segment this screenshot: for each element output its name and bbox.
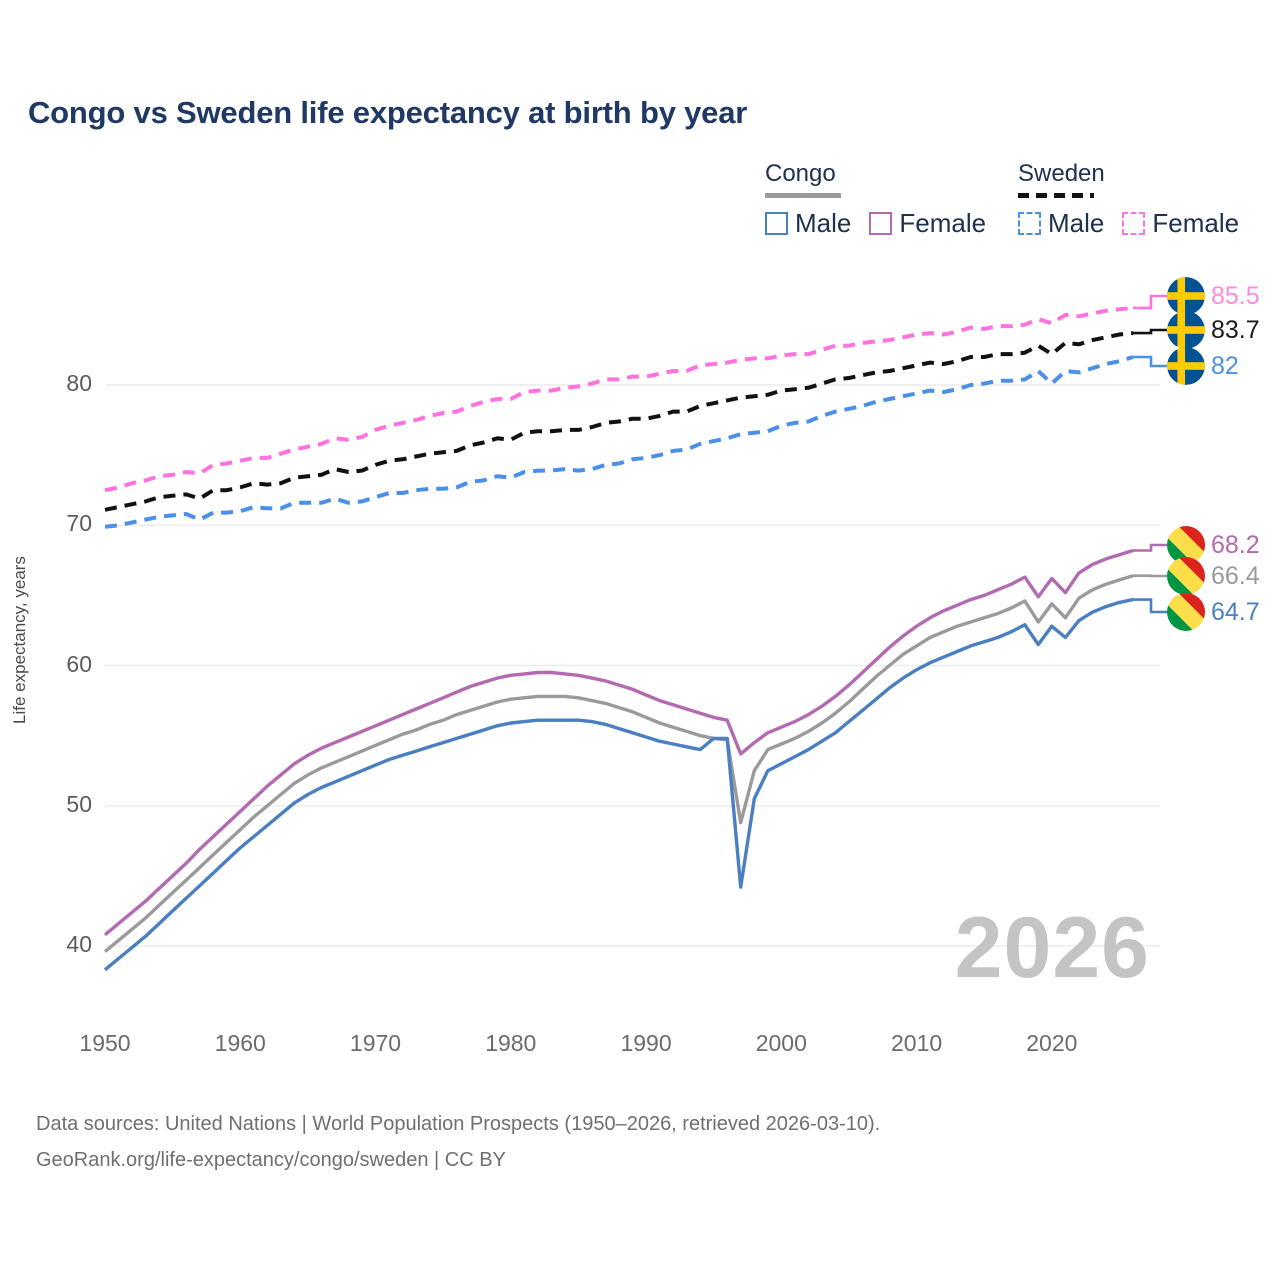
sweden-flag-icon: [1167, 277, 1205, 315]
leader-line: [1133, 545, 1167, 551]
series-end-value: 64.7: [1211, 598, 1260, 627]
leader-line: [1133, 600, 1167, 612]
leader-line: [1133, 296, 1167, 308]
leader-line: [1133, 330, 1167, 333]
x-axis-tick-label: 1950: [45, 1030, 165, 1057]
y-axis-tick-label: 60: [0, 651, 92, 678]
series-line: [105, 357, 1133, 527]
series-end-value: 83.7: [1211, 316, 1260, 345]
x-axis-tick-label: 2010: [857, 1030, 977, 1057]
y-axis-tick-label: 40: [0, 931, 92, 958]
series-end-label: 82: [1167, 347, 1239, 385]
y-axis-label: Life expectancy, years: [10, 360, 30, 920]
sweden-flag-icon: [1167, 347, 1205, 385]
congo-flag-icon: [1167, 593, 1205, 631]
y-axis-tick-label: 80: [0, 370, 92, 397]
x-axis-tick-label: 1980: [451, 1030, 571, 1057]
congo-flag-icon: [1167, 557, 1205, 595]
sweden-flag-icon: [1167, 311, 1205, 349]
series-end-label: 64.7: [1167, 593, 1260, 631]
series-end-value: 66.4: [1211, 562, 1260, 591]
footer-line-sources: Data sources: United Nations | World Pop…: [36, 1106, 880, 1142]
x-axis-tick-label: 1990: [586, 1030, 706, 1057]
footer-line-attribution: GeoRank.org/life-expectancy/congo/sweden…: [36, 1142, 880, 1178]
y-axis-tick-label: 50: [0, 791, 92, 818]
chart-footer: Data sources: United Nations | World Pop…: [36, 1106, 880, 1178]
x-axis-tick-label: 2000: [721, 1030, 841, 1057]
series-end-label: 66.4: [1167, 557, 1260, 595]
x-axis-tick-label: 1960: [180, 1030, 300, 1057]
series-end-label: 85.5: [1167, 277, 1260, 315]
series-end-value: 68.2: [1211, 531, 1260, 560]
series-line: [105, 333, 1133, 510]
leader-line: [1133, 357, 1167, 366]
series-end-value: 82: [1211, 352, 1239, 381]
series-end-value: 85.5: [1211, 282, 1260, 311]
year-watermark: 2026: [955, 905, 1150, 991]
series-line: [105, 551, 1133, 935]
y-axis-tick-label: 70: [0, 510, 92, 537]
series-line: [105, 576, 1133, 952]
x-axis-tick-label: 1970: [316, 1030, 436, 1057]
x-axis-tick-label: 2020: [992, 1030, 1112, 1057]
series-end-label: 83.7: [1167, 311, 1260, 349]
